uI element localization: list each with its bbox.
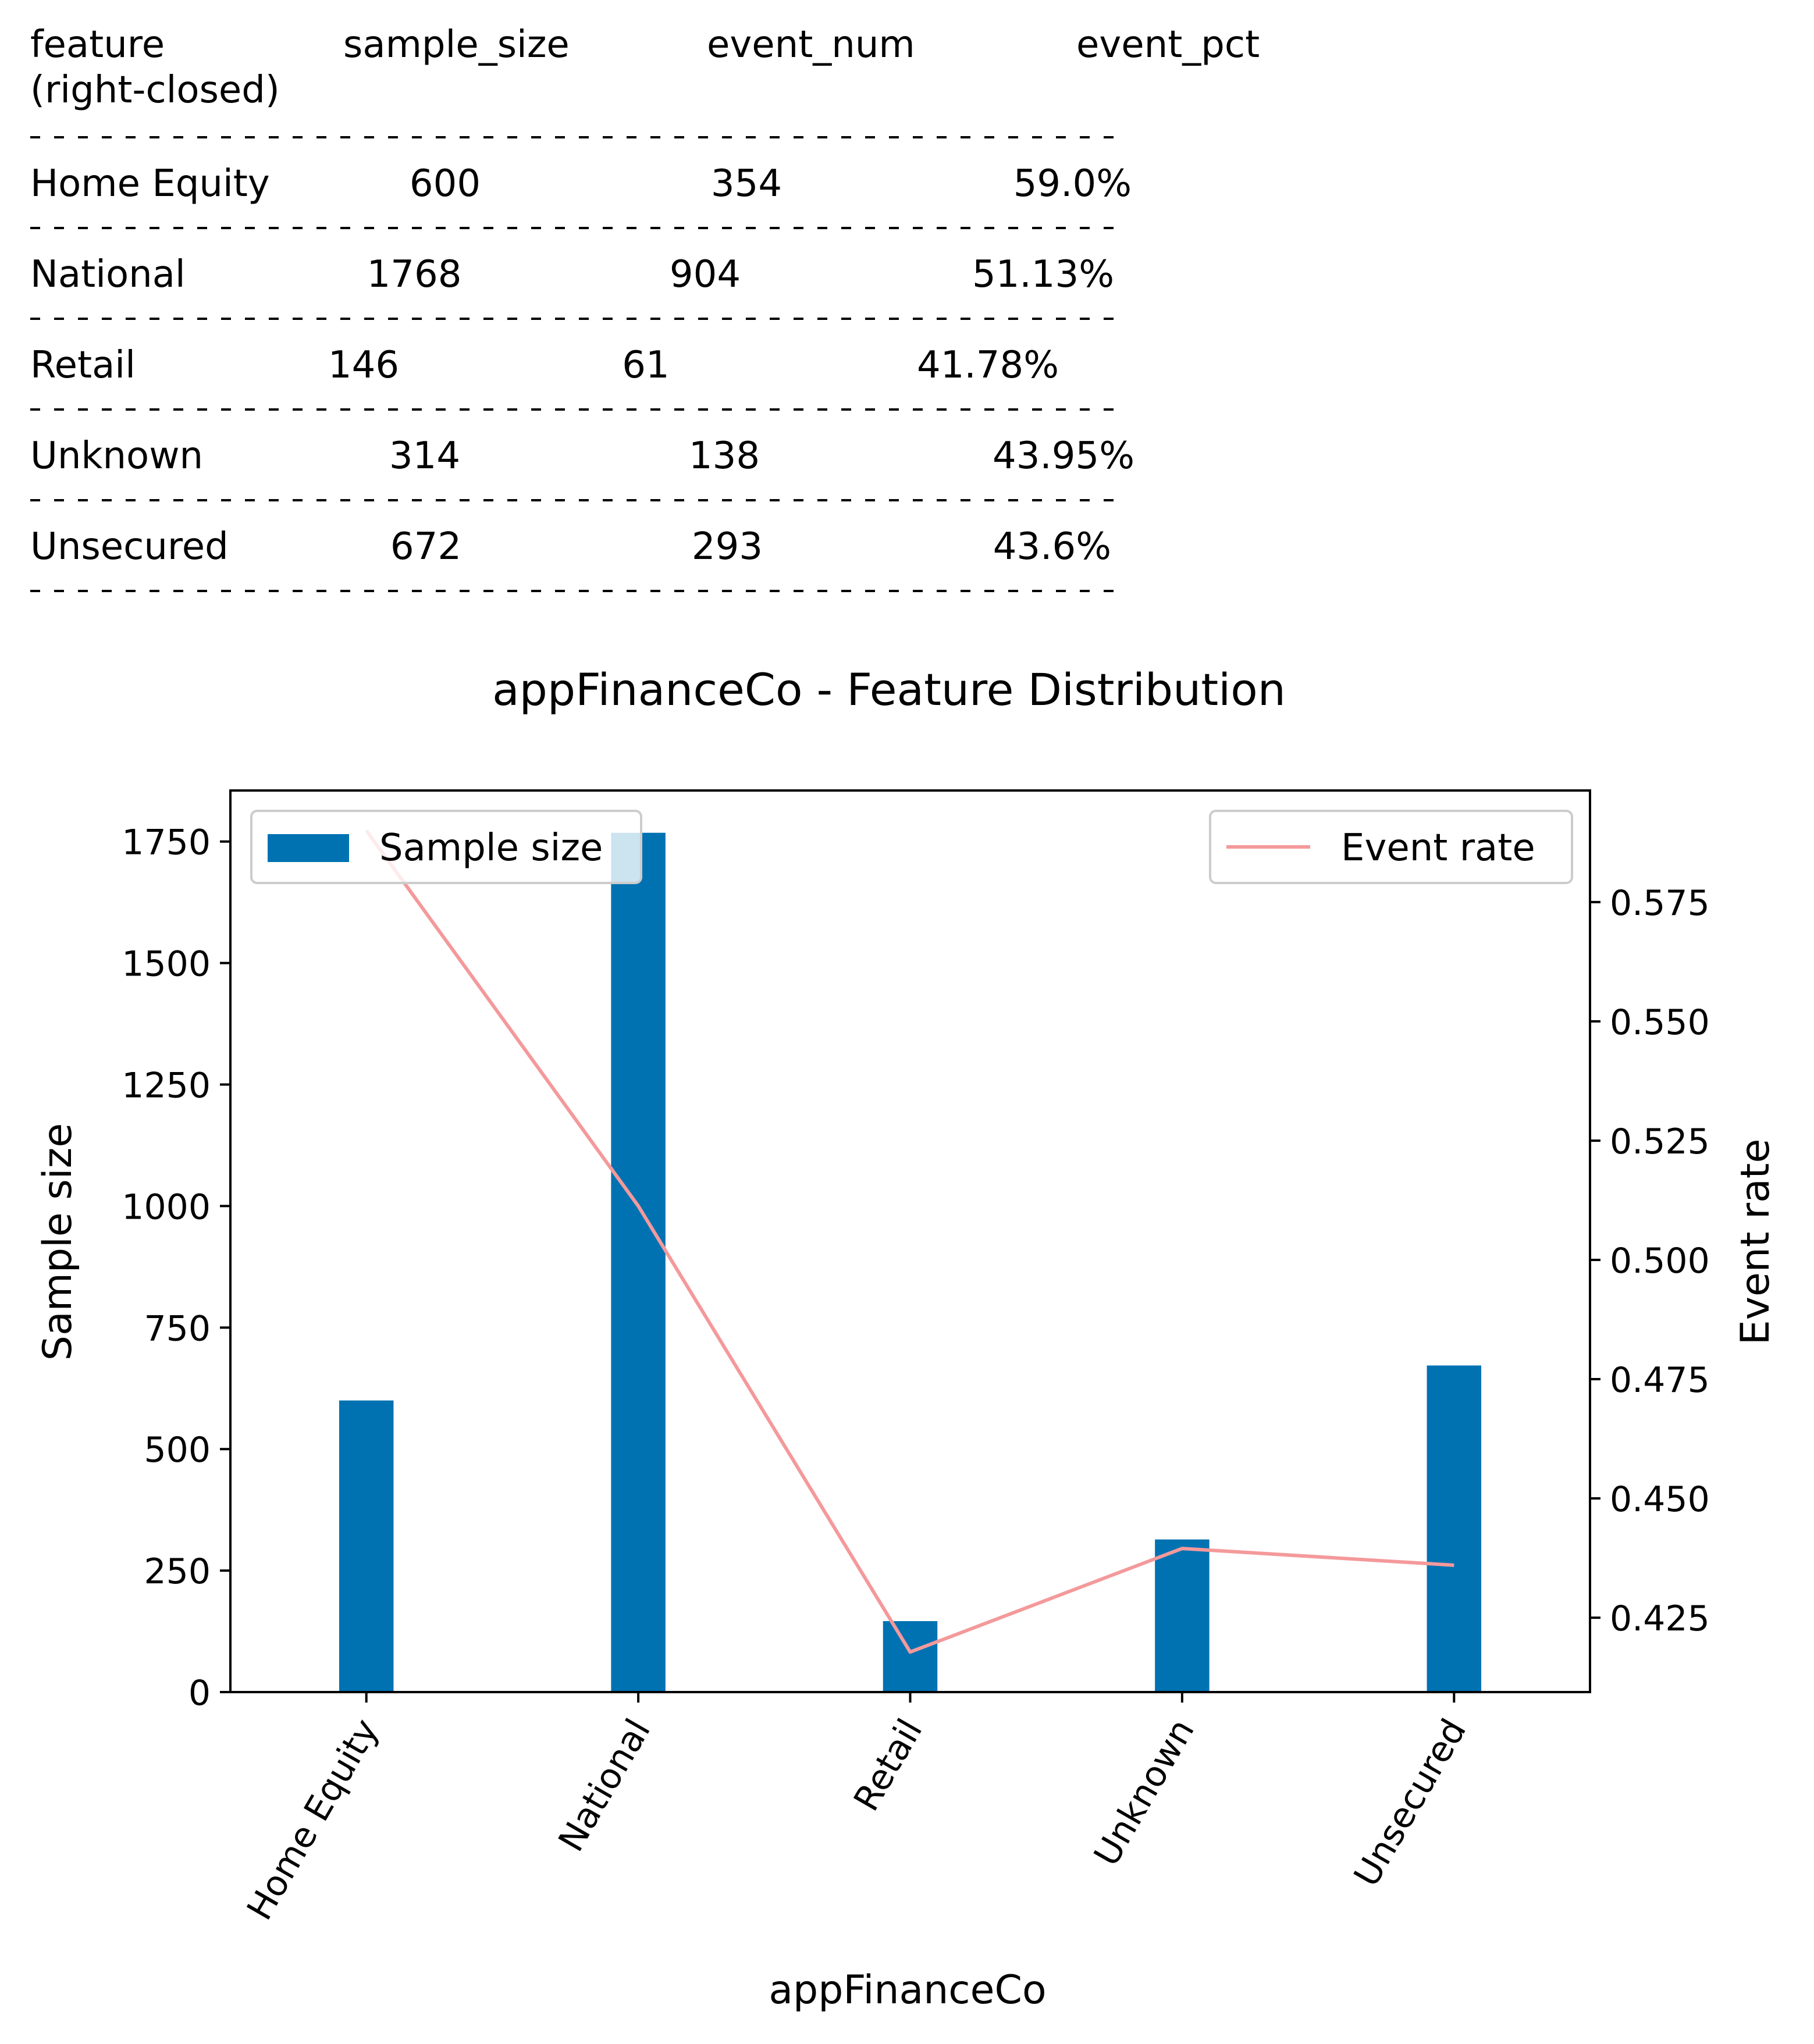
bar-national	[611, 832, 666, 1692]
x-axis-label: appFinanceCo	[769, 1967, 1046, 2013]
table-cell: 43.95%	[993, 435, 1134, 478]
y-axis-label: Sample size	[35, 1123, 81, 1361]
y2-tick-label: 0.525	[1610, 1121, 1710, 1162]
table-cell: 672	[390, 525, 461, 568]
table-cell: 41.78%	[917, 344, 1059, 387]
table-cell: 61	[622, 344, 669, 387]
y2-tick-label: 0.575	[1610, 883, 1710, 924]
y-tick-label: 1750	[122, 822, 211, 863]
legend-label: Sample size	[379, 827, 603, 870]
table-header-0: (right-closed)	[30, 69, 280, 112]
x-tick-label: Unknown	[1086, 1712, 1203, 1873]
table-cell: 354	[711, 162, 782, 205]
table-header-2: event_num	[707, 23, 915, 66]
y-tick-label: 250	[144, 1551, 211, 1592]
y2-tick-label: 0.450	[1610, 1479, 1710, 1520]
legend-label: Event rate	[1341, 827, 1535, 870]
y-tick-label: 1000	[122, 1187, 211, 1227]
x-tick-label: Home Equity	[239, 1712, 387, 1927]
table-cell: 314	[389, 435, 460, 478]
y2-axis-label: Event rate	[1733, 1139, 1779, 1345]
table-header-1: sample_size	[343, 23, 570, 66]
y-tick-label: 1500	[122, 944, 211, 985]
table-cell: 43.6%	[993, 525, 1111, 568]
table-cell: Home Equity	[30, 162, 270, 205]
table-cell: 138	[689, 435, 760, 478]
table-cell: 904	[670, 253, 741, 296]
y-tick-label: 500	[144, 1430, 211, 1470]
legend-sample-size: Sample size	[250, 810, 642, 884]
table-cell: Retail	[30, 344, 136, 387]
table-cell: Unknown	[30, 435, 203, 478]
plot-area: 0 250 500 750 1000 1250 1500 1750 0.425 0.450 0.47…	[122, 789, 1710, 1927]
y2-tick-label: 0.475	[1610, 1360, 1710, 1401]
chart-title: appFinanceCo - Feature Distribution	[492, 664, 1286, 715]
legend-box	[250, 810, 642, 884]
table-header-3: event_pct	[1076, 23, 1260, 66]
table-cell: 600	[410, 162, 481, 205]
x-tick-label: National	[550, 1712, 659, 1859]
bar-home-equity	[339, 1400, 394, 1692]
x-tick-label: Retail	[846, 1712, 930, 1818]
stats-table: feature(right-closed) sample_size event_nu…	[30, 23, 1260, 592]
bar-unsecured	[1427, 1365, 1482, 1692]
table-cell: 1768	[367, 253, 462, 296]
event-rate-line	[365, 829, 1454, 1654]
y2-tick-label: 0.550	[1610, 1002, 1710, 1043]
y-tick-label: 0	[188, 1673, 211, 1714]
bar-unknown	[1155, 1539, 1210, 1692]
y-tick-label: 1250	[122, 1066, 211, 1106]
table-cell: 146	[328, 344, 399, 387]
bar-retail	[883, 1621, 938, 1692]
table-cell: Unsecured	[30, 525, 229, 568]
table-cell: 59.0%	[1013, 162, 1132, 205]
legend-swatch-bar	[268, 834, 349, 862]
legend-box	[1209, 810, 1573, 884]
table-cell: National	[30, 253, 186, 296]
y2-tick-label: 0.500	[1610, 1241, 1710, 1281]
legend-event-rate: Event rate	[1209, 810, 1573, 884]
table-cell: 293	[692, 525, 763, 568]
x-tick-label: Unsecured	[1346, 1712, 1474, 1894]
table-header-0: feature	[30, 23, 165, 66]
y2-tick-label: 0.425	[1610, 1598, 1710, 1639]
y-tick-label: 750	[144, 1308, 211, 1349]
table-cell: 51.13%	[972, 253, 1114, 296]
